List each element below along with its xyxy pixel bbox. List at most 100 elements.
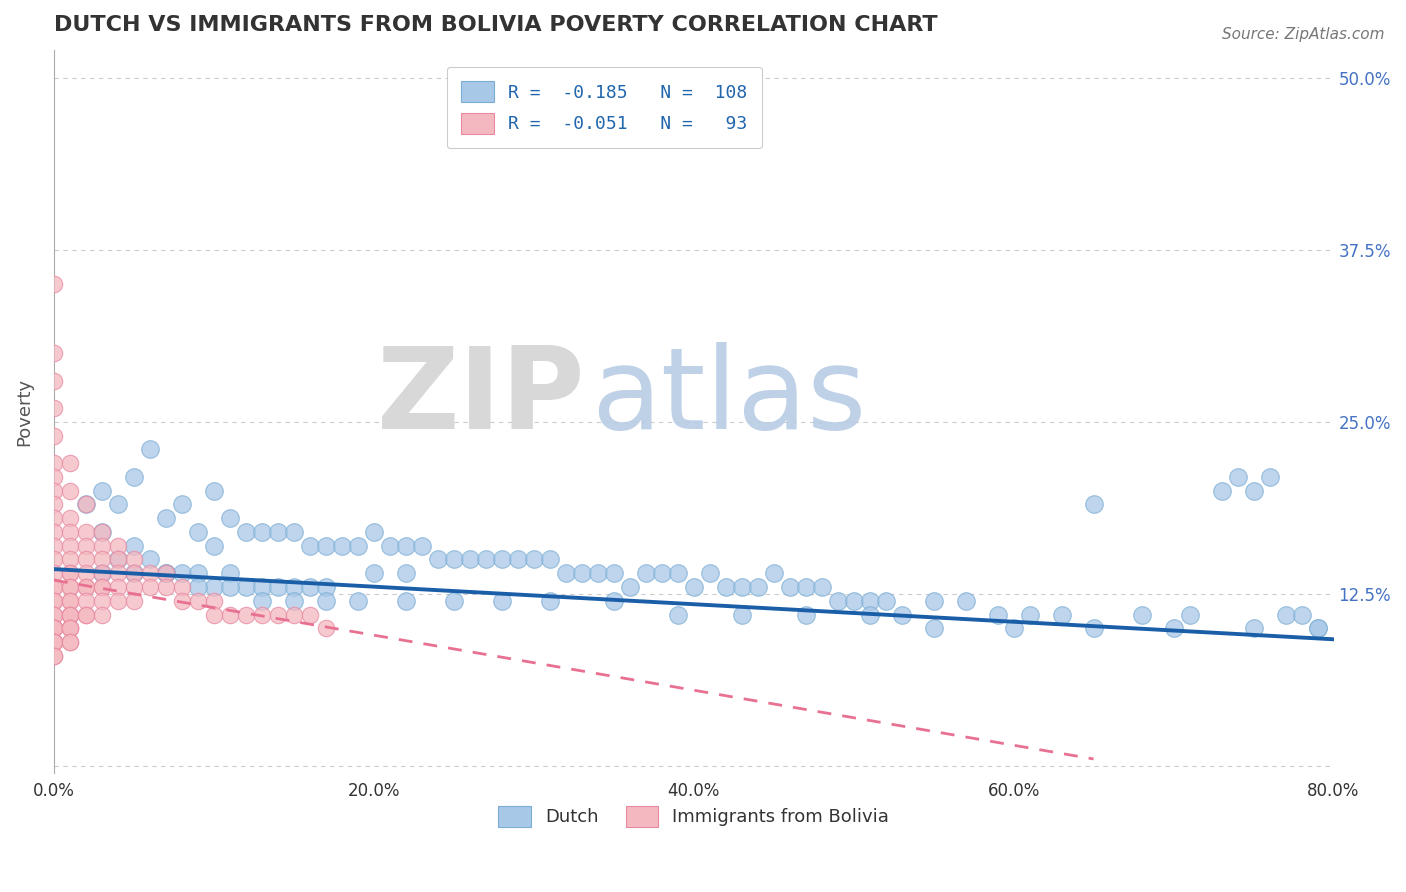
- Point: [42, 566, 65, 581]
- Point: [1130, 607, 1153, 622]
- Text: ZIP: ZIP: [377, 342, 585, 452]
- Point: [59, 566, 82, 581]
- Point: [59, 483, 82, 498]
- Point: [42, 621, 65, 635]
- Point: [75, 498, 97, 512]
- Point: [187, 580, 209, 594]
- Point: [779, 580, 801, 594]
- Point: [59, 456, 82, 470]
- Point: [235, 524, 257, 539]
- Point: [267, 580, 290, 594]
- Point: [122, 594, 145, 608]
- Point: [139, 552, 162, 566]
- Point: [59, 539, 82, 553]
- Point: [619, 580, 641, 594]
- Point: [59, 607, 82, 622]
- Point: [202, 483, 225, 498]
- Point: [90, 524, 112, 539]
- Point: [59, 552, 82, 566]
- Point: [491, 552, 513, 566]
- Point: [1083, 621, 1105, 635]
- Point: [122, 566, 145, 581]
- Point: [651, 566, 673, 581]
- Point: [283, 607, 305, 622]
- Point: [1306, 621, 1329, 635]
- Point: [42, 401, 65, 416]
- Point: [794, 607, 817, 622]
- Point: [155, 580, 177, 594]
- Point: [443, 594, 465, 608]
- Point: [955, 594, 977, 608]
- Point: [699, 566, 721, 581]
- Point: [346, 539, 368, 553]
- Point: [42, 594, 65, 608]
- Point: [1083, 498, 1105, 512]
- Point: [75, 594, 97, 608]
- Point: [107, 539, 129, 553]
- Point: [794, 580, 817, 594]
- Point: [42, 648, 65, 663]
- Point: [666, 607, 689, 622]
- Point: [75, 566, 97, 581]
- Point: [170, 594, 193, 608]
- Point: [90, 552, 112, 566]
- Point: [747, 580, 769, 594]
- Point: [666, 566, 689, 581]
- Point: [202, 539, 225, 553]
- Point: [363, 566, 385, 581]
- Point: [218, 580, 240, 594]
- Point: [202, 580, 225, 594]
- Point: [267, 524, 290, 539]
- Point: [363, 524, 385, 539]
- Point: [1291, 607, 1313, 622]
- Point: [90, 607, 112, 622]
- Point: [682, 580, 704, 594]
- Point: [42, 470, 65, 484]
- Point: [155, 511, 177, 525]
- Point: [218, 566, 240, 581]
- Point: [922, 594, 945, 608]
- Point: [890, 607, 912, 622]
- Point: [42, 607, 65, 622]
- Point: [42, 277, 65, 292]
- Point: [1211, 483, 1233, 498]
- Point: [602, 566, 624, 581]
- Point: [1243, 621, 1265, 635]
- Point: [75, 607, 97, 622]
- Point: [75, 498, 97, 512]
- Point: [59, 580, 82, 594]
- Point: [42, 374, 65, 388]
- Point: [59, 607, 82, 622]
- Point: [122, 580, 145, 594]
- Point: [75, 552, 97, 566]
- Point: [523, 552, 546, 566]
- Point: [538, 552, 561, 566]
- Point: [75, 539, 97, 553]
- Point: [1050, 607, 1073, 622]
- Point: [346, 594, 368, 608]
- Point: [827, 594, 849, 608]
- Point: [298, 580, 321, 594]
- Point: [59, 511, 82, 525]
- Point: [90, 524, 112, 539]
- Point: [602, 594, 624, 608]
- Point: [922, 621, 945, 635]
- Point: [586, 566, 609, 581]
- Point: [107, 498, 129, 512]
- Point: [443, 552, 465, 566]
- Point: [42, 346, 65, 360]
- Point: [538, 594, 561, 608]
- Point: [107, 594, 129, 608]
- Point: [458, 552, 481, 566]
- Point: [1243, 483, 1265, 498]
- Point: [315, 580, 337, 594]
- Point: [42, 648, 65, 663]
- Point: [122, 539, 145, 553]
- Point: [139, 580, 162, 594]
- Point: [59, 580, 82, 594]
- Point: [42, 428, 65, 442]
- Point: [42, 580, 65, 594]
- Point: [395, 594, 418, 608]
- Point: [250, 594, 273, 608]
- Point: [42, 498, 65, 512]
